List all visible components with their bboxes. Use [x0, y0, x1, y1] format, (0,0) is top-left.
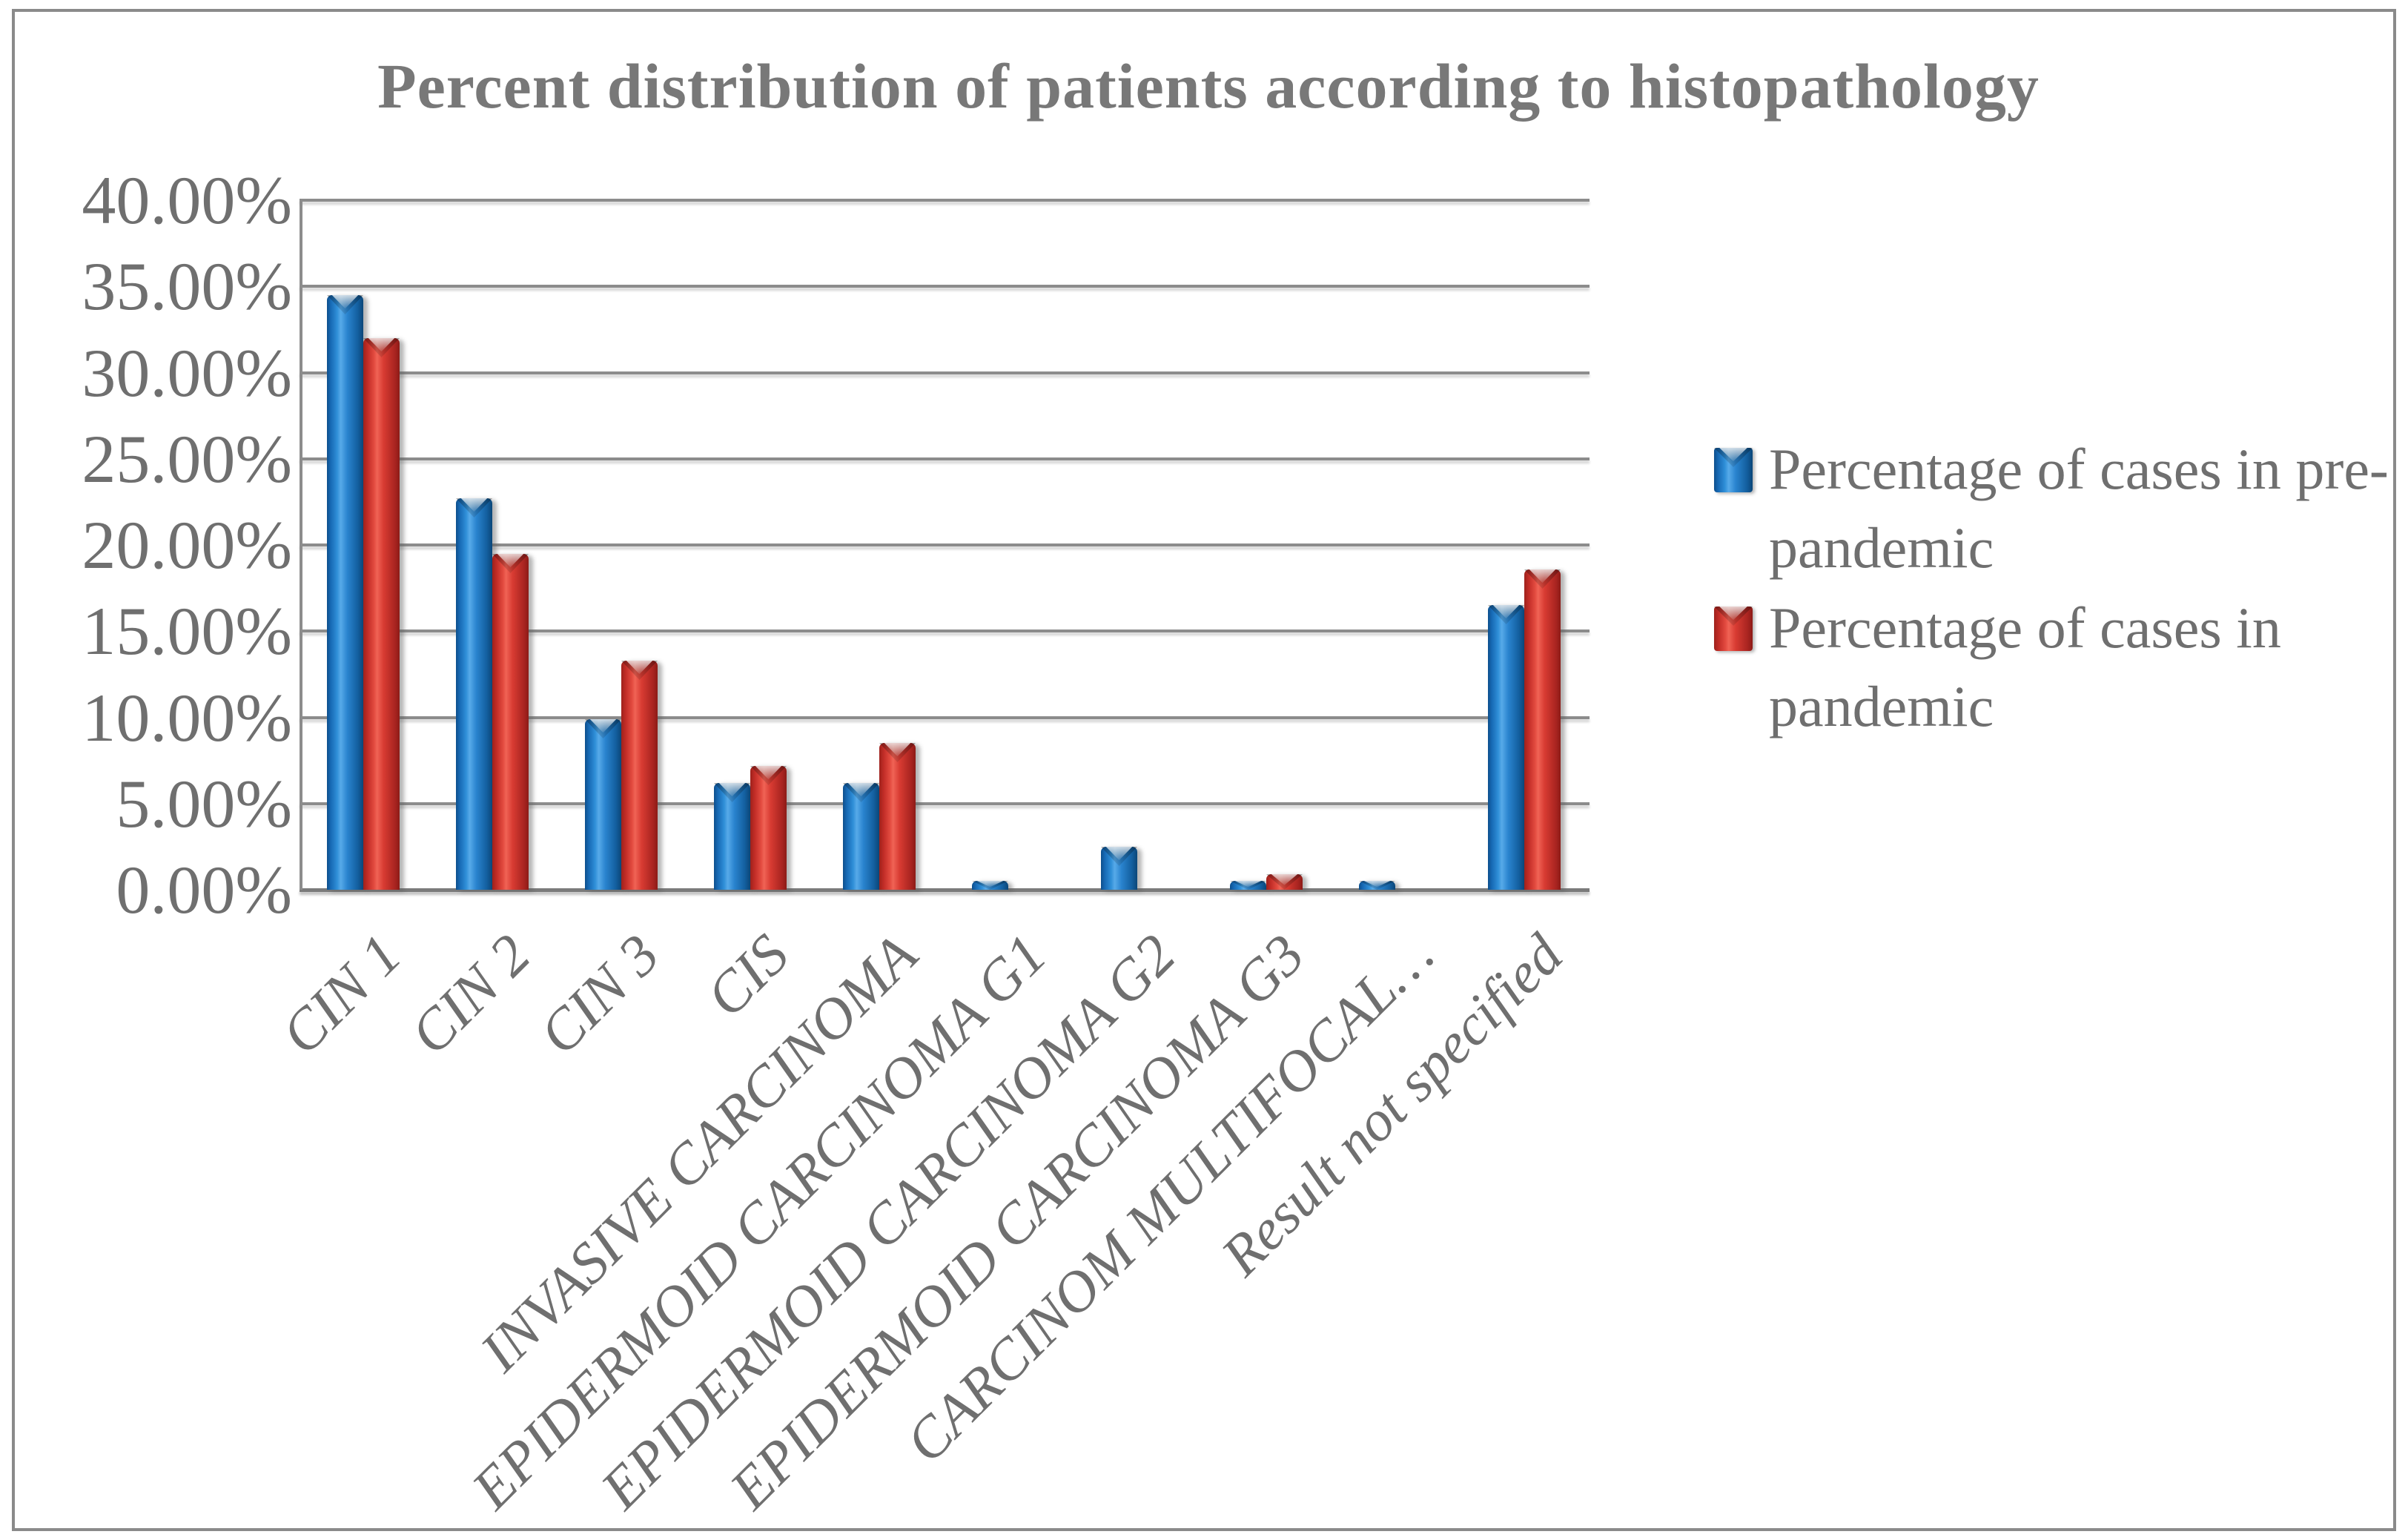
- y-axis-tick-label: 40.00%: [82, 162, 292, 238]
- bar-pre-pandemic: [843, 783, 879, 890]
- y-axis-tick-label: 30.00%: [82, 334, 292, 411]
- y-axis-tick-label: 5.00%: [116, 765, 292, 842]
- bar-pre-pandemic: [1359, 881, 1395, 890]
- y-axis-tick-label: 0.00%: [116, 852, 292, 928]
- y-axis-tick-label: 25.00%: [82, 420, 292, 497]
- x-axis-line: [300, 888, 1590, 892]
- bar-pandemic: [750, 766, 787, 890]
- legend-marker-pandemic-icon: [1714, 607, 1753, 651]
- bar-pre-pandemic: [1488, 605, 1524, 890]
- bar-pandemic: [363, 338, 400, 890]
- bar-pre-pandemic: [1101, 847, 1137, 890]
- horizontal-gridline: [300, 543, 1590, 546]
- legend-item-pre-pandemic: Percentage of cases in pre-pandemic: [1714, 430, 2408, 587]
- y-axis-tick-label: 15.00%: [82, 593, 292, 670]
- chart-outer-frame: [12, 9, 2396, 1531]
- y-axis-line: [300, 200, 302, 890]
- y-axis-tick-label: 10.00%: [82, 679, 292, 756]
- legend: Percentage of cases in pre-pandemic Perc…: [1714, 430, 2408, 747]
- bar-pandemic: [621, 661, 658, 890]
- bar-pandemic: [492, 554, 529, 890]
- horizontal-gridline: [300, 716, 1590, 719]
- horizontal-gridline: [300, 199, 1590, 202]
- bar-pre-pandemic: [585, 719, 621, 890]
- bar-pre-pandemic: [456, 498, 492, 890]
- bar-pandemic: [1524, 569, 1561, 890]
- y-axis-tick-label: 20.00%: [82, 507, 292, 583]
- bar-pre-pandemic: [327, 295, 363, 890]
- bar-pre-pandemic: [714, 783, 750, 890]
- chart-title: Percent distribution of patients accordi…: [377, 50, 2040, 122]
- horizontal-gridline: [300, 629, 1590, 633]
- horizontal-gridline: [300, 371, 1590, 374]
- horizontal-gridline: [300, 802, 1590, 805]
- legend-item-pandemic: Percentage of cases in pandemic: [1714, 589, 2408, 746]
- legend-label-pre-pandemic: Percentage of cases in pre-pandemic: [1769, 437, 2389, 580]
- bar-pre-pandemic: [1230, 881, 1266, 890]
- legend-marker-pre-pandemic-icon: [1714, 448, 1753, 492]
- bar-pandemic: [1266, 874, 1303, 890]
- horizontal-gridline: [300, 457, 1590, 460]
- bar-pandemic: [879, 743, 916, 890]
- y-axis-tick-label: 35.00%: [82, 248, 292, 325]
- bar-pre-pandemic: [972, 881, 1008, 890]
- legend-label-pandemic: Percentage of cases in pandemic: [1769, 595, 2281, 738]
- horizontal-gridline: [300, 285, 1590, 288]
